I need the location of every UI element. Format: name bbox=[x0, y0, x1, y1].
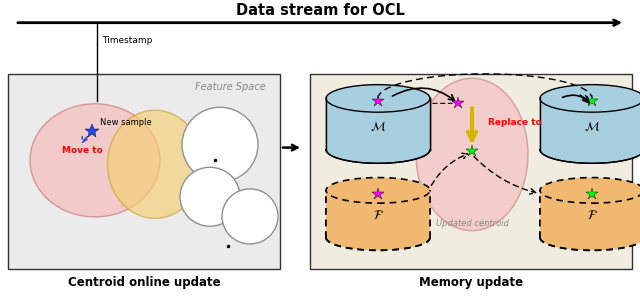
Text: $\mathcal{M}$: $\mathcal{M}$ bbox=[584, 119, 600, 133]
FancyBboxPatch shape bbox=[540, 98, 640, 149]
Text: Centroid online update: Centroid online update bbox=[68, 276, 220, 289]
FancyBboxPatch shape bbox=[540, 190, 640, 238]
Ellipse shape bbox=[540, 225, 640, 250]
Text: New sample: New sample bbox=[100, 118, 152, 127]
Ellipse shape bbox=[540, 136, 640, 163]
Ellipse shape bbox=[326, 225, 430, 250]
FancyBboxPatch shape bbox=[326, 190, 430, 238]
Text: Timestamp: Timestamp bbox=[102, 37, 152, 46]
Text: Move to: Move to bbox=[62, 146, 103, 154]
Ellipse shape bbox=[540, 178, 640, 203]
Ellipse shape bbox=[540, 85, 640, 112]
Circle shape bbox=[182, 107, 258, 182]
Text: Replace to: Replace to bbox=[488, 118, 541, 127]
FancyBboxPatch shape bbox=[326, 190, 430, 238]
Ellipse shape bbox=[108, 110, 202, 218]
FancyBboxPatch shape bbox=[8, 74, 280, 268]
Ellipse shape bbox=[326, 85, 430, 112]
Circle shape bbox=[180, 167, 240, 226]
Ellipse shape bbox=[30, 104, 160, 217]
FancyBboxPatch shape bbox=[540, 98, 640, 149]
Ellipse shape bbox=[326, 136, 430, 163]
Circle shape bbox=[222, 189, 278, 244]
Text: $\mathcal{M}$: $\mathcal{M}$ bbox=[370, 119, 386, 133]
FancyBboxPatch shape bbox=[326, 98, 430, 149]
Ellipse shape bbox=[326, 178, 430, 203]
Text: $\mathcal{F}$: $\mathcal{F}$ bbox=[372, 209, 383, 222]
FancyBboxPatch shape bbox=[540, 190, 640, 238]
Ellipse shape bbox=[416, 78, 528, 231]
FancyBboxPatch shape bbox=[310, 74, 632, 268]
Text: Data stream for OCL: Data stream for OCL bbox=[236, 3, 404, 18]
Text: Updated centroid: Updated centroid bbox=[435, 219, 509, 228]
Text: Memory update: Memory update bbox=[419, 276, 523, 289]
Text: $\mathcal{F}$: $\mathcal{F}$ bbox=[587, 209, 597, 222]
Text: Feature Space: Feature Space bbox=[195, 82, 266, 92]
FancyBboxPatch shape bbox=[326, 98, 430, 149]
